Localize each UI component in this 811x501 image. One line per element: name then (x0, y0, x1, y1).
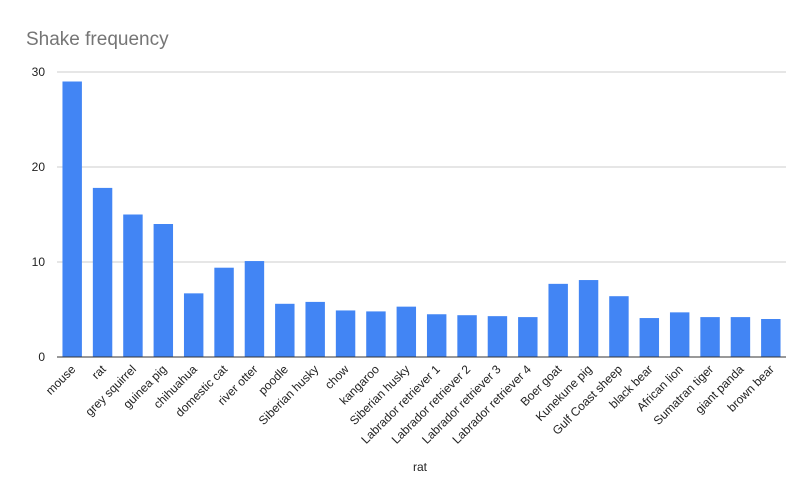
y-tick-label: 0 (38, 350, 45, 364)
bar (275, 303, 295, 357)
y-tick-label: 20 (32, 160, 46, 174)
x-axis-title: rat (413, 460, 428, 474)
bar (153, 224, 174, 357)
bar (123, 214, 143, 357)
bar (426, 314, 447, 357)
bar (518, 317, 538, 357)
bar (487, 316, 508, 357)
bar (244, 261, 265, 357)
bar (305, 301, 325, 357)
bar (183, 293, 204, 357)
bar (335, 310, 356, 357)
bar (457, 315, 477, 357)
x-tick-label: rat (89, 362, 109, 382)
bar (639, 318, 660, 357)
bar (62, 81, 82, 357)
y-tick-label: 30 (32, 65, 46, 79)
y-tick-label: 10 (32, 255, 46, 269)
chart-title: Shake frequency (26, 29, 169, 50)
bar (214, 267, 234, 357)
bar (366, 311, 386, 357)
bar (730, 317, 751, 357)
bar (548, 283, 568, 357)
bar (578, 280, 599, 357)
bar (396, 306, 417, 357)
bar (700, 317, 720, 357)
bar (92, 187, 113, 357)
bars (62, 81, 781, 357)
bar (761, 319, 781, 357)
bar (669, 312, 690, 357)
bar (609, 296, 629, 357)
y-axis-ticks: 0 10 20 30 (32, 65, 46, 364)
gridlines (57, 71, 786, 263)
x-tick-label: mouse (43, 362, 79, 398)
